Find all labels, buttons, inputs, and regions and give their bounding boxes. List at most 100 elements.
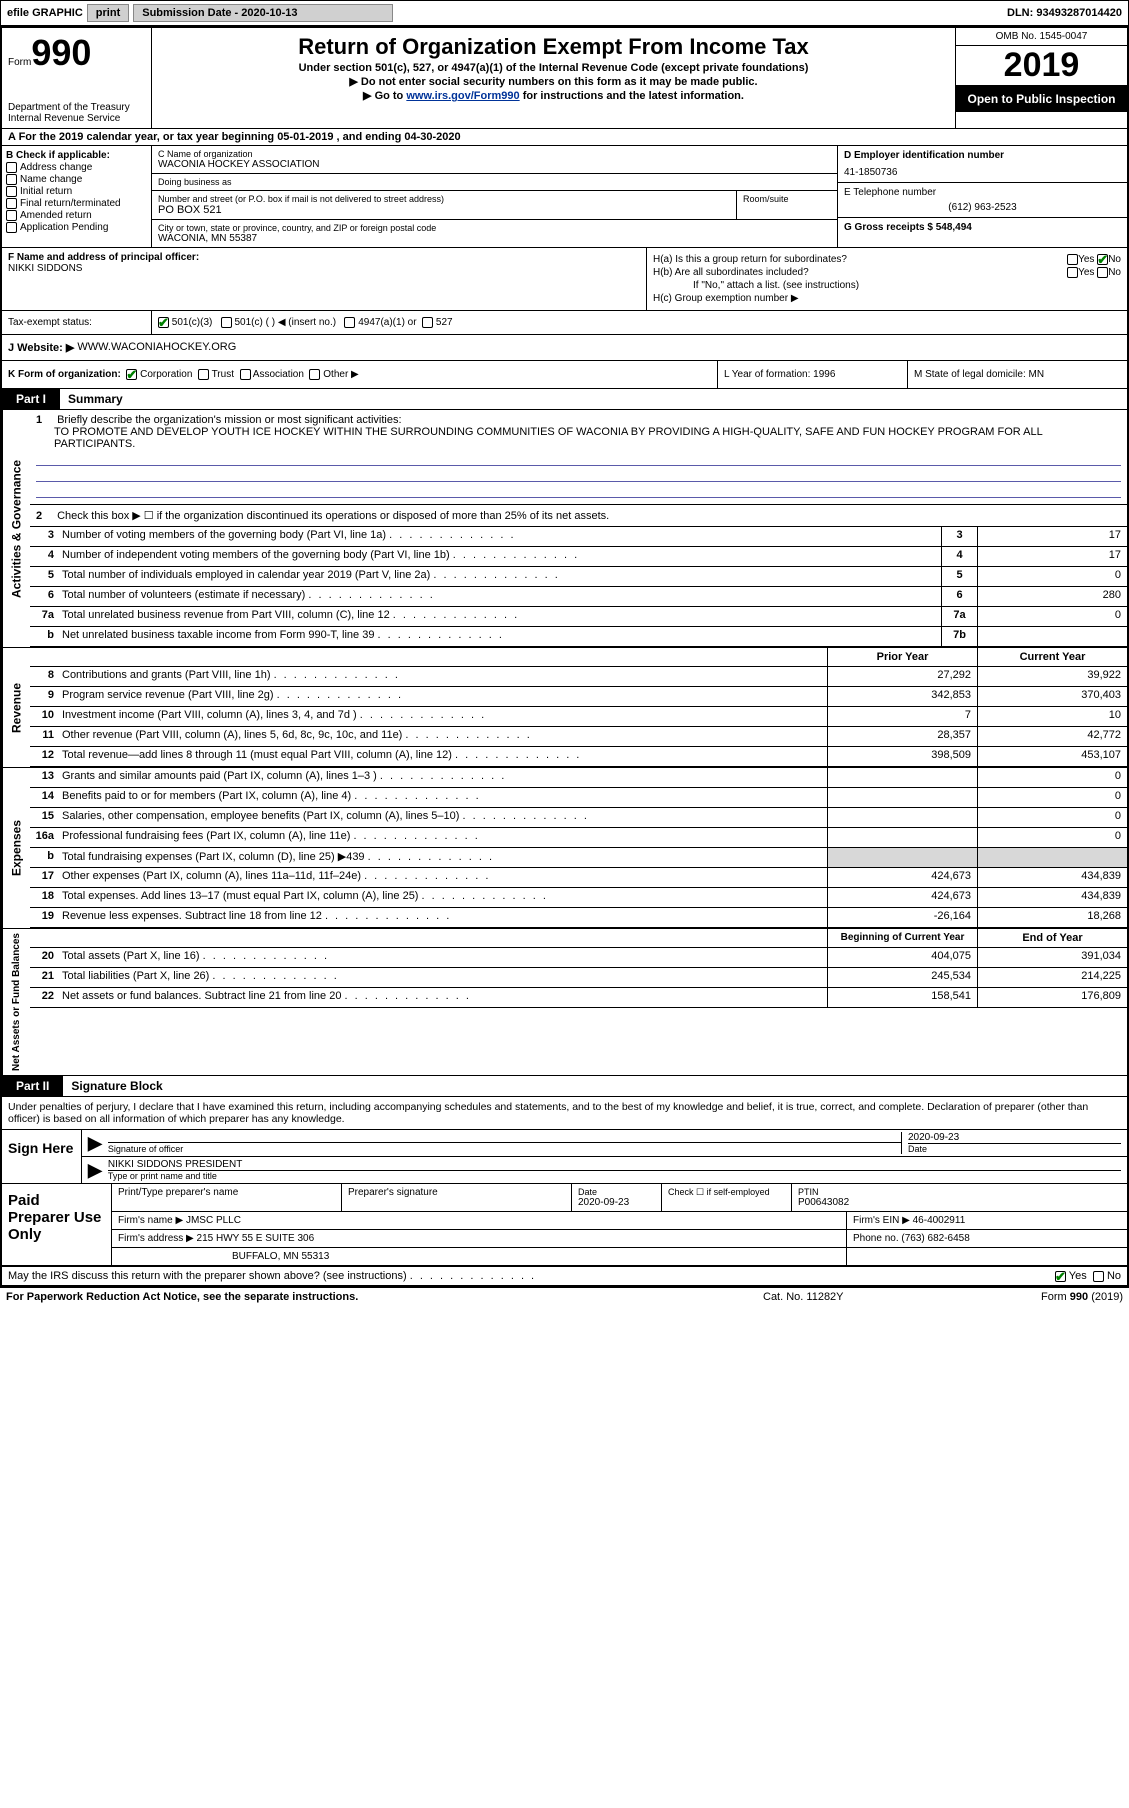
line-desc: Contributions and grants (Part VIII, lin…: [58, 667, 827, 686]
firm-ein-label: Firm's EIN ▶: [853, 1215, 910, 1226]
firm-name-value: JMSC PLLC: [186, 1215, 241, 1226]
ha-no-check[interactable]: [1097, 254, 1108, 265]
firm-phone-value: (763) 682-6458: [901, 1233, 969, 1244]
line-desc: Total unrelated business revenue from Pa…: [58, 607, 941, 626]
opt-527: 527: [436, 317, 453, 328]
prep-sig-label: Preparer's signature: [342, 1184, 572, 1211]
current-year-value: 10: [977, 707, 1127, 726]
part-2-tab: Part II: [2, 1076, 63, 1096]
b-label: B Check if applicable:: [6, 150, 147, 161]
line-2-text: Check this box ▶ ☐ if the organization d…: [57, 510, 609, 522]
line-num: 8: [30, 667, 58, 686]
line-1-num: 1: [36, 414, 54, 426]
line-num: b: [30, 627, 58, 646]
table-row: 8Contributions and grants (Part VIII, li…: [30, 667, 1127, 687]
officer-name: NIKKI SIDDONS: [8, 263, 640, 274]
line-box: 4: [941, 547, 977, 566]
tax-status-label: Tax-exempt status:: [2, 311, 152, 334]
c-name-label: C Name of organization: [158, 149, 831, 159]
check-initial-return[interactable]: [6, 186, 17, 197]
mission-text: TO PROMOTE AND DEVELOP YOUTH ICE HOCKEY …: [54, 426, 1121, 450]
discuss-no-check[interactable]: [1093, 1271, 1104, 1282]
line-num: 11: [30, 727, 58, 746]
opt-501c: 501(c) ( ) ◀ (insert no.): [234, 317, 336, 328]
no-label: No: [1108, 267, 1121, 278]
line-num: 12: [30, 747, 58, 766]
check-4947[interactable]: [344, 317, 355, 328]
efile-label: efile GRAPHIC: [7, 7, 83, 19]
line-num: 22: [30, 988, 58, 1007]
current-year-value: [977, 848, 1127, 867]
line-desc: Total liabilities (Part X, line 26): [58, 968, 827, 987]
check-corp[interactable]: [126, 369, 137, 380]
check-pending[interactable]: [6, 222, 17, 233]
print-button[interactable]: print: [87, 4, 129, 22]
current-year-value: 370,403: [977, 687, 1127, 706]
hb-label: H(b) Are all subordinates included?: [653, 267, 809, 278]
col-current-year: Current Year: [977, 648, 1127, 666]
part-2-header: Part II Signature Block: [2, 1076, 1127, 1097]
website-value: WWW.WACONIAHOCKEY.ORG: [77, 341, 236, 354]
form990-link[interactable]: www.irs.gov/Form990: [406, 90, 519, 102]
line-value: [977, 627, 1127, 646]
check-trust[interactable]: [198, 369, 209, 380]
line-num: 20: [30, 948, 58, 967]
check-amended[interactable]: [6, 210, 17, 221]
table-row: 4Number of independent voting members of…: [30, 547, 1127, 567]
arrow-icon: ▶: [88, 1133, 108, 1154]
check-527[interactable]: [422, 317, 433, 328]
check-address-change[interactable]: [6, 162, 17, 173]
table-row: 5Total number of individuals employed in…: [30, 567, 1127, 587]
line-box: 5: [941, 567, 977, 586]
line-num: 17: [30, 868, 58, 887]
firm-ein-value: 46-4002911: [913, 1215, 966, 1226]
officer-signature-field[interactable]: Signature of officer: [108, 1142, 901, 1154]
city-label: City or town, state or province, country…: [158, 223, 831, 233]
line-desc: Number of independent voting members of …: [58, 547, 941, 566]
current-year-value: 214,225: [977, 968, 1127, 987]
officer-name-label: Type or print name and title: [108, 1170, 1121, 1181]
line-desc: Net assets or fund balances. Subtract li…: [58, 988, 827, 1007]
yes-label: Yes: [1078, 267, 1094, 278]
l-year-formation: L Year of formation: 1996: [717, 361, 907, 388]
prior-year-value: [827, 828, 977, 847]
hb-note: If "No," attach a list. (see instruction…: [653, 280, 1121, 291]
row-a-tax-year: A For the 2019 calendar year, or tax yea…: [2, 129, 1127, 146]
check-501c3[interactable]: [158, 317, 169, 328]
line-value: 17: [977, 547, 1127, 566]
blank-line: [36, 468, 1121, 482]
line-desc: Program service revenue (Part VIII, line…: [58, 687, 827, 706]
m-state-domicile: M State of legal domicile: MN: [907, 361, 1127, 388]
discuss-yes-check[interactable]: [1055, 1271, 1066, 1282]
paid-preparer-block: Paid Preparer Use Only Print/Type prepar…: [2, 1184, 1127, 1267]
prep-name-label: Print/Type preparer's name: [112, 1184, 342, 1211]
sign-date-value: 2020-09-23: [908, 1132, 1121, 1143]
discuss-text: May the IRS discuss this return with the…: [8, 1270, 407, 1282]
sign-here-label: Sign Here: [2, 1130, 82, 1183]
submission-date-button[interactable]: Submission Date - 2020-10-13: [133, 4, 393, 22]
firm-city-value: BUFFALO, MN 55313: [112, 1248, 847, 1265]
check-assoc[interactable]: [240, 369, 251, 380]
col-prior-year: Prior Year: [827, 648, 977, 666]
ha-yes-check[interactable]: [1067, 254, 1078, 265]
opt-assoc: Association: [253, 369, 304, 380]
table-row: 12Total revenue—add lines 8 through 11 (…: [30, 747, 1127, 767]
hb-yes-check[interactable]: [1067, 267, 1078, 278]
check-name-change[interactable]: [6, 174, 17, 185]
check-501c[interactable]: [221, 317, 232, 328]
e-phone-label: E Telephone number: [844, 187, 1121, 198]
table-row: 13Grants and similar amounts paid (Part …: [30, 768, 1127, 788]
side-net-assets: Net Assets or Fund Balances: [2, 929, 30, 1075]
paid-preparer-label: Paid Preparer Use Only: [2, 1184, 112, 1265]
opt-corp: Corporation: [140, 369, 192, 380]
org-name: WACONIA HOCKEY ASSOCIATION: [158, 159, 831, 170]
line-num: 18: [30, 888, 58, 907]
inspection-label: Open to Public Inspection: [956, 86, 1127, 112]
hb-no-check[interactable]: [1097, 267, 1108, 278]
subtitle-2: ▶ Do not enter social security numbers o…: [156, 75, 951, 88]
line-desc: Total fundraising expenses (Part IX, col…: [58, 848, 827, 867]
check-final-return[interactable]: [6, 198, 17, 209]
check-other[interactable]: [309, 369, 320, 380]
form-header: Form990 Department of the Treasury Inter…: [2, 28, 1127, 129]
table-row: 20Total assets (Part X, line 16) 404,075…: [30, 948, 1127, 968]
